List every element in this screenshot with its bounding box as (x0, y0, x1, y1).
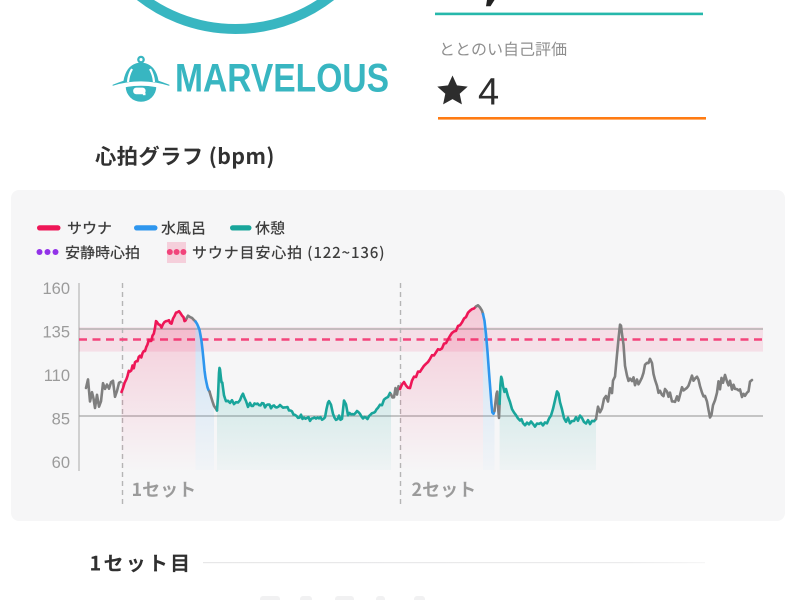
svg-text:85: 85 (52, 411, 70, 429)
svg-text:110: 110 (44, 367, 70, 385)
svg-text:160: 160 (42, 280, 70, 298)
svg-text:MARVELOUS: MARVELOUS (175, 56, 389, 100)
svg-text:135: 135 (42, 324, 70, 342)
svg-text:60: 60 (52, 454, 70, 472)
svg-text:4: 4 (478, 72, 499, 114)
